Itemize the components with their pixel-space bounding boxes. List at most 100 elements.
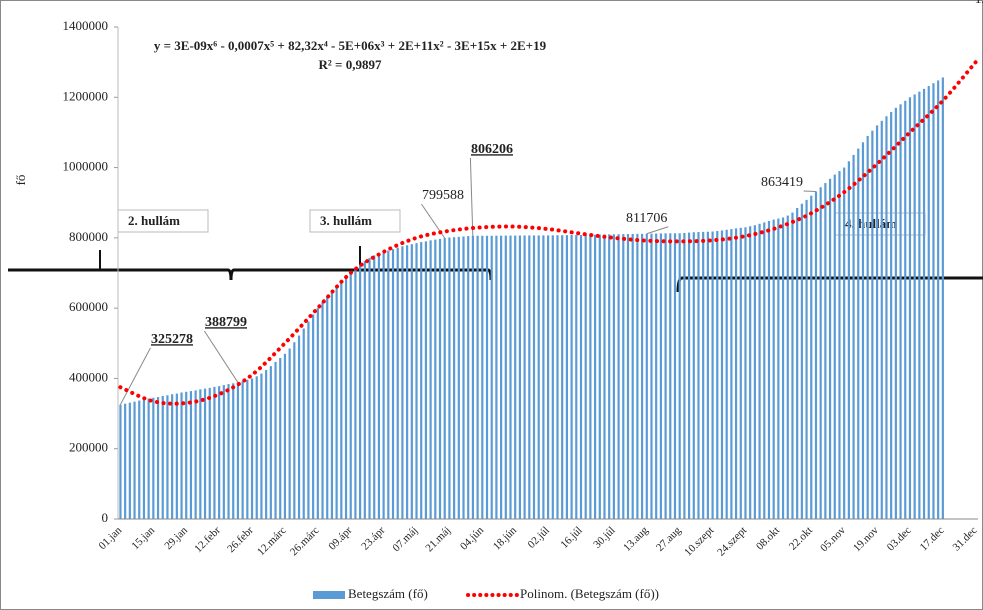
bar <box>636 233 639 520</box>
bar <box>626 234 630 520</box>
leader-line <box>203 330 239 383</box>
bar <box>495 235 498 519</box>
bar <box>791 212 794 519</box>
bar <box>166 395 169 519</box>
bar <box>457 236 460 519</box>
bar <box>387 250 390 519</box>
bar <box>542 235 545 519</box>
bar <box>344 276 348 519</box>
legend-label: Betegszám (fő) <box>348 586 428 601</box>
bar <box>208 387 211 519</box>
bar <box>561 235 564 519</box>
bar <box>321 301 324 519</box>
bar <box>359 264 362 519</box>
bar <box>462 236 465 520</box>
bar <box>156 397 160 519</box>
bar <box>612 234 615 520</box>
bar <box>702 231 705 519</box>
bar <box>777 218 780 519</box>
bar <box>128 402 131 519</box>
y-tick-label: 600000 <box>69 299 108 314</box>
bar <box>255 376 258 519</box>
bar <box>471 235 475 519</box>
y-tick-label: 200000 <box>69 440 108 455</box>
bar <box>265 369 268 519</box>
bracket <box>8 268 493 281</box>
bar <box>706 231 709 519</box>
bar <box>189 391 193 519</box>
bar <box>937 80 940 519</box>
bar <box>847 161 850 519</box>
bar <box>133 401 136 519</box>
equation: y = 3E-09x⁶ - 0,0007x⁵ + 82,32x⁴ - 5E+06… <box>154 38 547 53</box>
y-tick-label: 800000 <box>69 229 108 244</box>
bar <box>711 231 714 519</box>
bar <box>843 167 846 520</box>
bar <box>340 281 343 519</box>
bar <box>730 229 733 520</box>
bar <box>767 220 771 519</box>
bar <box>213 386 216 519</box>
bar <box>810 195 813 519</box>
bar <box>293 342 296 519</box>
bar <box>382 251 385 519</box>
bar <box>203 388 207 519</box>
data-label: 806206 <box>471 142 513 157</box>
data-label: 1256415 <box>975 0 983 7</box>
y-tick-label: 0 <box>102 510 109 525</box>
bar <box>899 104 902 520</box>
bar <box>697 232 700 519</box>
bar <box>608 234 611 520</box>
bar <box>904 100 907 520</box>
bar <box>824 183 827 519</box>
bar <box>406 245 409 520</box>
bar <box>645 233 648 519</box>
bar <box>692 232 695 519</box>
bar <box>763 222 766 519</box>
bar <box>678 233 681 519</box>
bar <box>593 234 597 520</box>
bar <box>467 236 470 519</box>
bar <box>330 290 334 519</box>
bar <box>894 107 897 519</box>
bar <box>941 77 944 519</box>
bar <box>683 232 686 520</box>
bar <box>391 249 395 520</box>
bar <box>152 397 155 519</box>
y-axis-label: fő <box>13 175 28 186</box>
bar <box>664 233 667 519</box>
r-squared: R² = 0,9897 <box>319 57 382 72</box>
bar <box>312 314 315 519</box>
bar <box>687 232 691 520</box>
bar <box>119 404 122 519</box>
bar <box>161 396 164 519</box>
bar <box>523 235 526 520</box>
data-label: 325278 <box>151 332 193 347</box>
trend-line <box>118 60 978 406</box>
leader-line <box>119 347 151 405</box>
bar <box>828 178 832 519</box>
wave-label: 3. hullám <box>320 213 372 228</box>
bar <box>598 234 601 519</box>
leader-line <box>469 157 474 236</box>
bar <box>922 88 926 519</box>
bar <box>147 398 150 519</box>
bar <box>913 94 916 519</box>
bar <box>739 227 742 519</box>
bar <box>805 199 808 519</box>
bar <box>490 235 493 519</box>
bar <box>453 237 456 519</box>
bar <box>500 235 503 520</box>
bar <box>481 235 484 519</box>
bar <box>579 235 583 519</box>
bar <box>551 235 554 520</box>
bar <box>424 241 428 519</box>
bar <box>420 242 423 519</box>
bar <box>532 235 536 519</box>
data-label: 799588 <box>422 188 464 203</box>
bar <box>852 154 855 520</box>
bar <box>279 358 282 519</box>
y-tick-label: 1000000 <box>63 159 109 174</box>
bar <box>124 403 127 519</box>
bar <box>504 235 507 519</box>
